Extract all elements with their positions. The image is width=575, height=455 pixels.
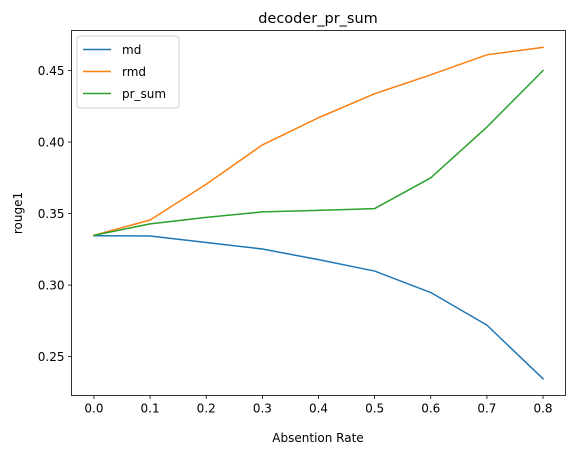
y-tick-label: 0.45 <box>38 64 65 78</box>
y-tick-label: 0.40 <box>38 135 65 149</box>
series-line-md <box>93 234 545 380</box>
x-tick-label: 0.6 <box>421 402 440 416</box>
x-axis: 0.0 0.1 0.2 0.3 0.4 0.5 0.6 0.7 0.8 <box>84 395 553 416</box>
legend-box <box>76 35 180 109</box>
legend-label-pr-sum: pr_sum <box>122 87 166 101</box>
x-tick-label: 0.5 <box>365 402 384 416</box>
chart-title: decoder_pr_sum <box>258 11 378 27</box>
x-tick-label: 0.4 <box>309 402 328 416</box>
x-tick-label: 0.2 <box>197 402 216 416</box>
y-tick-label: 0.30 <box>38 278 65 292</box>
series-layer <box>93 46 545 380</box>
x-tick-label: 0.0 <box>84 402 103 416</box>
legend-label-md: md <box>122 43 141 57</box>
y-tick-label: 0.25 <box>38 350 65 364</box>
y-axis-label: rouge1 <box>11 192 25 234</box>
legend: md rmd pr_sum <box>76 35 180 109</box>
x-axis-label: Absention Rate <box>272 431 363 445</box>
series-line-rmd <box>93 46 544 237</box>
x-tick-label: 0.3 <box>253 402 272 416</box>
x-tick-label: 0.8 <box>533 402 552 416</box>
y-tick-label: 0.35 <box>38 207 65 221</box>
y-axis: 0.25 0.30 0.35 0.40 0.45 <box>38 64 72 364</box>
legend-label-rmd: rmd <box>122 65 146 79</box>
x-tick-label: 0.1 <box>141 402 160 416</box>
x-tick-label: 0.7 <box>477 402 496 416</box>
series-line-pr-sum <box>93 69 545 237</box>
